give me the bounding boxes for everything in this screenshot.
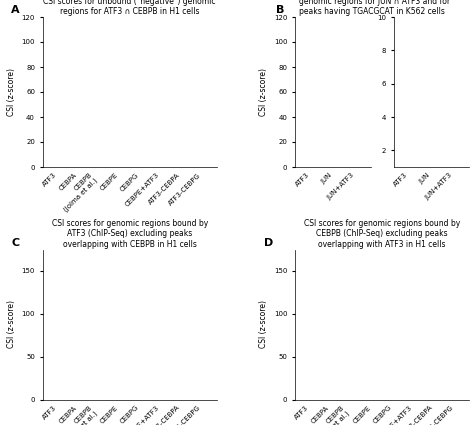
Text: C: C: [11, 238, 19, 247]
Text: A: A: [11, 5, 20, 15]
Y-axis label: CSI (z-score): CSI (z-score): [259, 300, 268, 348]
Title: CSI scores for genomic regions bound by
ATF3 (ChIP-Seq) excluding peaks
overlapp: CSI scores for genomic regions bound by …: [52, 219, 208, 249]
Text: D: D: [264, 238, 273, 247]
Y-axis label: CSI (z-score): CSI (z-score): [7, 68, 16, 116]
Title: CSI scores for unbound ("negative") genomic
regions for ATF3 ∩ CEBPB in H1 cells: CSI scores for unbound ("negative") geno…: [44, 0, 216, 16]
Text: CSI scores for unbound ("negative")
genomic regions for JUN ∩ ATF3 and for
peaks: CSI scores for unbound ("negative") geno…: [299, 0, 450, 16]
Text: B: B: [276, 5, 284, 15]
Title: CSI scores for genomic regions bound by
CEBPB (ChIP-Seq) excluding peaks
overlap: CSI scores for genomic regions bound by …: [304, 219, 460, 249]
Y-axis label: CSI (z-score): CSI (z-score): [259, 68, 268, 116]
Y-axis label: CSI (z-score): CSI (z-score): [7, 300, 16, 348]
